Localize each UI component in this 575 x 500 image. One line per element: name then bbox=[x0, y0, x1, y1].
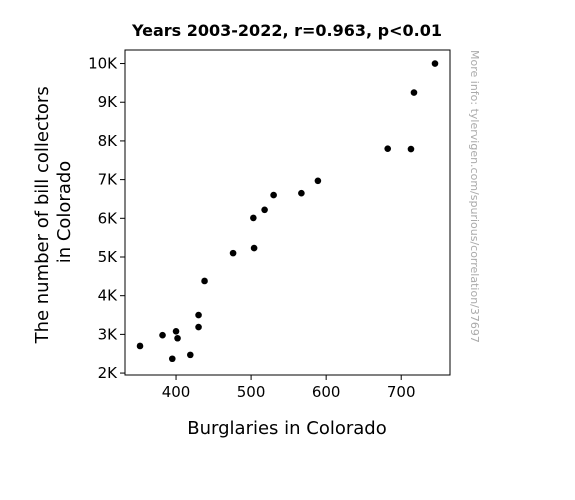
data-point-4 bbox=[172, 327, 180, 335]
data-point-16 bbox=[314, 177, 322, 185]
data-point-9 bbox=[201, 277, 208, 285]
x-tick-label: 600 bbox=[312, 383, 341, 401]
data-point-1 bbox=[136, 342, 144, 350]
y-axis-label: The number of bill collectors in Colorad… bbox=[32, 81, 75, 345]
data-point-3 bbox=[168, 355, 176, 363]
data-point-20 bbox=[431, 60, 439, 67]
data-point-7 bbox=[195, 311, 202, 319]
x-tick-label: 700 bbox=[387, 383, 416, 401]
y-tick-label: 10K bbox=[88, 55, 118, 73]
x-axis-label: Burglaries in Colorado bbox=[187, 418, 386, 439]
data-point-5 bbox=[174, 334, 181, 342]
y-tick-label: 7K bbox=[98, 171, 119, 189]
y-tick-label: 8K bbox=[98, 132, 119, 150]
y-tick-label: 5K bbox=[98, 248, 119, 266]
data-point-15 bbox=[298, 189, 305, 197]
y-tick-label: 6K bbox=[98, 209, 119, 227]
data-point-11 bbox=[250, 214, 257, 222]
x-tick-label: 500 bbox=[237, 383, 266, 401]
data-point-6 bbox=[187, 351, 194, 359]
y-tick-label: 2K bbox=[98, 364, 119, 382]
x-axis-ticks: 400 500 600 700 bbox=[162, 375, 416, 401]
data-point-17 bbox=[384, 145, 392, 152]
y-axis-label-line-2: in Colorado bbox=[54, 161, 75, 264]
chart-title: Years 2003-2022, r=0.963, p<0.01 bbox=[131, 21, 442, 40]
data-point-19 bbox=[410, 89, 418, 96]
y-axis-ticks: 2K 3K 4K 5K 6K 7K 8K 9K 10K bbox=[88, 55, 125, 382]
plot-area bbox=[124, 49, 451, 376]
y-tick-label: 9K bbox=[98, 93, 119, 111]
y-tick-label: 3K bbox=[98, 325, 119, 343]
data-point-10 bbox=[229, 249, 237, 257]
watermark-text: More info: tylervigen.com/spurious/corre… bbox=[468, 50, 481, 343]
x-tick-label: 400 bbox=[162, 383, 191, 401]
data-point-12 bbox=[250, 244, 258, 252]
data-point-13 bbox=[261, 206, 268, 214]
data-point-14 bbox=[270, 191, 277, 199]
data-point-18 bbox=[407, 145, 415, 153]
data-point-2 bbox=[159, 331, 166, 339]
y-tick-label: 4K bbox=[98, 287, 119, 305]
data-point-8 bbox=[195, 323, 202, 331]
y-axis-label-line-1: The number of bill collectors bbox=[32, 86, 53, 344]
data-points bbox=[136, 60, 439, 363]
